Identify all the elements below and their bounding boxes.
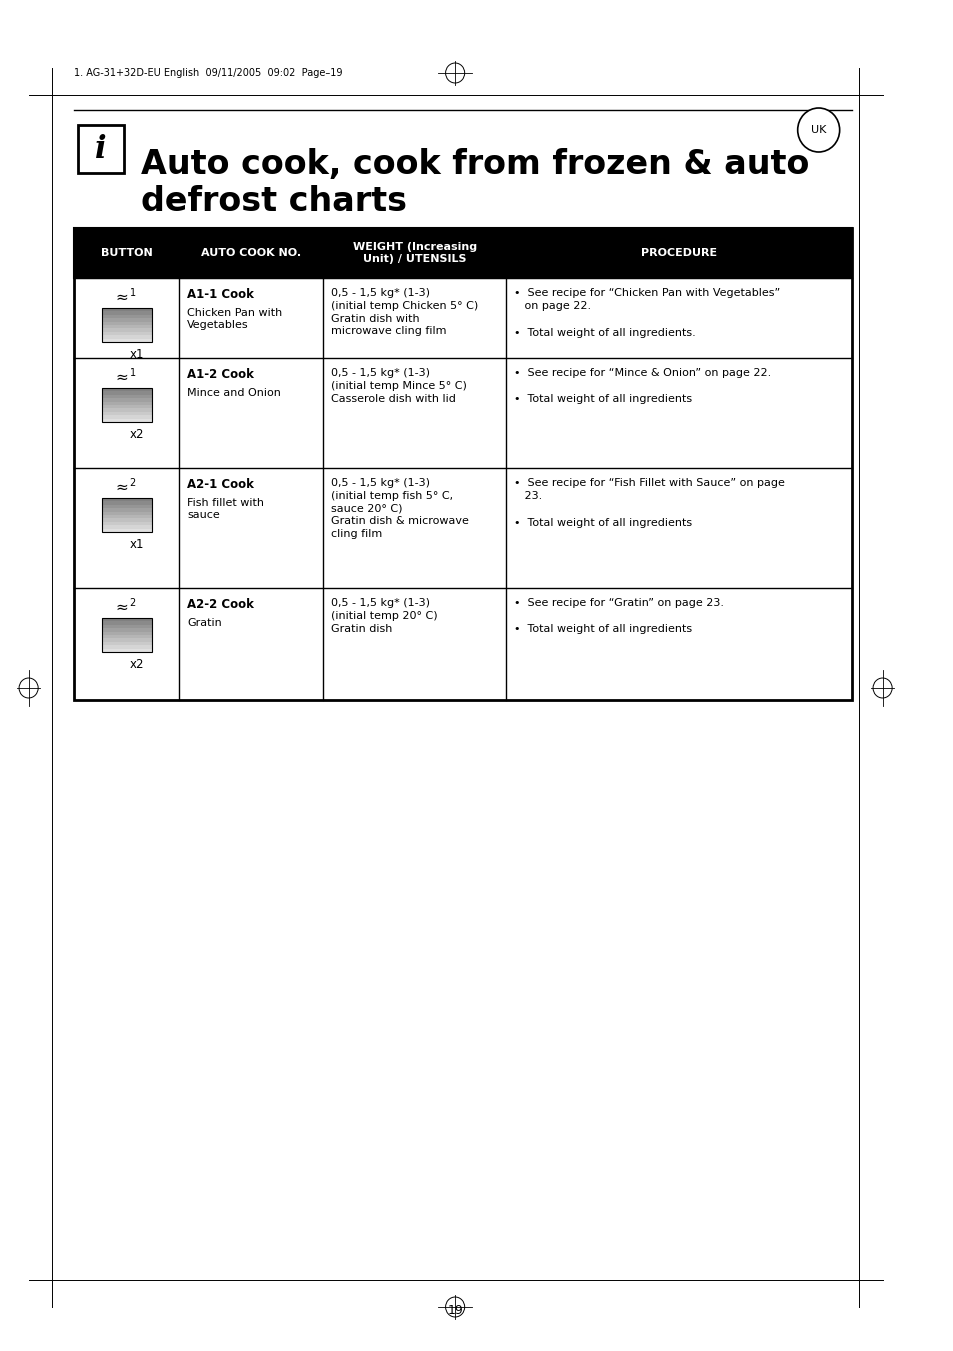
Text: •  See recipe for “Fish Fillet with Sauce” on page
   23.

•  Total weight of al: • See recipe for “Fish Fillet with Sauce… — [513, 478, 783, 528]
Bar — [102, 528, 152, 532]
Text: BUTTON: BUTTON — [101, 249, 152, 258]
Bar — [102, 308, 152, 311]
Text: ≈: ≈ — [115, 290, 129, 305]
Text: A1-1 Cook: A1-1 Cook — [187, 288, 253, 301]
Bar — [102, 405, 152, 408]
Bar — [102, 508, 152, 512]
Bar — [102, 322, 152, 326]
Bar — [102, 392, 152, 394]
Text: Gratin: Gratin — [187, 617, 221, 628]
Bar — [102, 319, 152, 322]
Text: x1: x1 — [129, 538, 144, 551]
Text: 19: 19 — [447, 1304, 462, 1316]
Text: 2: 2 — [130, 598, 135, 608]
Bar — [74, 228, 851, 700]
Bar — [102, 408, 152, 412]
Bar — [102, 505, 152, 508]
Bar — [102, 646, 152, 648]
Bar — [102, 401, 152, 405]
Bar — [102, 639, 152, 642]
Text: x2: x2 — [129, 658, 144, 671]
Bar — [102, 388, 152, 392]
Bar — [102, 328, 152, 332]
Bar — [102, 617, 152, 621]
Bar — [102, 519, 152, 521]
Bar — [102, 632, 152, 635]
Bar — [102, 311, 152, 315]
Text: 1: 1 — [130, 367, 135, 378]
Text: Auto cook, cook from frozen & auto: Auto cook, cook from frozen & auto — [141, 149, 809, 181]
Text: defrost charts: defrost charts — [141, 185, 407, 218]
Text: PROCEDURE: PROCEDURE — [640, 249, 717, 258]
Bar — [102, 326, 152, 328]
Text: ≈: ≈ — [115, 480, 129, 494]
Text: ≈: ≈ — [115, 370, 129, 385]
Circle shape — [797, 108, 839, 153]
Bar — [102, 339, 152, 342]
Bar — [102, 394, 152, 399]
Bar — [102, 308, 152, 342]
Bar — [74, 228, 851, 278]
Text: x1: x1 — [129, 349, 144, 361]
Text: ≈: ≈ — [115, 600, 129, 615]
Text: Chicken Pan with
Vegetables: Chicken Pan with Vegetables — [187, 308, 282, 331]
Text: •  See recipe for “Gratin” on page 23.

•  Total weight of all ingredients: • See recipe for “Gratin” on page 23. • … — [513, 598, 723, 635]
Bar — [102, 624, 152, 628]
Bar — [102, 648, 152, 653]
Bar — [102, 419, 152, 422]
Text: Fish fillet with
sauce: Fish fillet with sauce — [187, 499, 264, 520]
Bar — [102, 499, 152, 501]
Bar — [102, 512, 152, 515]
Bar — [102, 628, 152, 632]
Bar — [102, 501, 152, 505]
Bar — [102, 315, 152, 319]
Text: i: i — [95, 134, 107, 165]
Bar — [102, 335, 152, 339]
Bar — [102, 388, 152, 422]
Bar — [102, 617, 152, 653]
Text: A2-1 Cook: A2-1 Cook — [187, 478, 253, 490]
Text: 0,5 - 1,5 kg* (1-3)
(initial temp fish 5° C,
sauce 20° C)
Gratin dish & microwav: 0,5 - 1,5 kg* (1-3) (initial temp fish 5… — [331, 478, 468, 539]
Text: UK: UK — [810, 126, 825, 135]
Text: 2: 2 — [130, 478, 135, 488]
Bar — [102, 635, 152, 639]
Bar — [102, 332, 152, 335]
Text: WEIGHT (Increasing
Unit) / UTENSILS: WEIGHT (Increasing Unit) / UTENSILS — [353, 242, 476, 265]
Text: 1: 1 — [130, 288, 135, 299]
Bar — [102, 399, 152, 401]
Text: AUTO COOK NO.: AUTO COOK NO. — [201, 249, 301, 258]
Bar — [102, 415, 152, 419]
Bar — [102, 642, 152, 646]
Bar — [102, 621, 152, 624]
Text: 1. AG-31+32D-EU English  09/11/2005  09:02  Page–19: 1. AG-31+32D-EU English 09/11/2005 09:02… — [74, 68, 342, 78]
Bar — [102, 412, 152, 415]
Text: •  See recipe for “Chicken Pan with Vegetables”
   on page 22.

•  Total weight : • See recipe for “Chicken Pan with Veget… — [513, 288, 780, 338]
Bar — [102, 515, 152, 519]
Text: •  See recipe for “Mince & Onion” on page 22.

•  Total weight of all ingredient: • See recipe for “Mince & Onion” on page… — [513, 367, 770, 404]
Bar — [102, 521, 152, 526]
Bar — [78, 126, 124, 173]
Text: Mince and Onion: Mince and Onion — [187, 388, 280, 399]
Text: 0,5 - 1,5 kg* (1-3)
(initial temp Mince 5° C)
Casserole dish with lid: 0,5 - 1,5 kg* (1-3) (initial temp Mince … — [331, 367, 466, 404]
Bar — [102, 526, 152, 528]
Text: A1-2 Cook: A1-2 Cook — [187, 367, 253, 381]
Text: x2: x2 — [129, 428, 144, 440]
Bar — [102, 499, 152, 532]
Text: 0,5 - 1,5 kg* (1-3)
(initial temp Chicken 5° C)
Gratin dish with
microwave cling: 0,5 - 1,5 kg* (1-3) (initial temp Chicke… — [331, 288, 477, 336]
Text: 0,5 - 1,5 kg* (1-3)
(initial temp 20° C)
Gratin dish: 0,5 - 1,5 kg* (1-3) (initial temp 20° C)… — [331, 598, 437, 634]
Text: A2-2 Cook: A2-2 Cook — [187, 598, 253, 611]
